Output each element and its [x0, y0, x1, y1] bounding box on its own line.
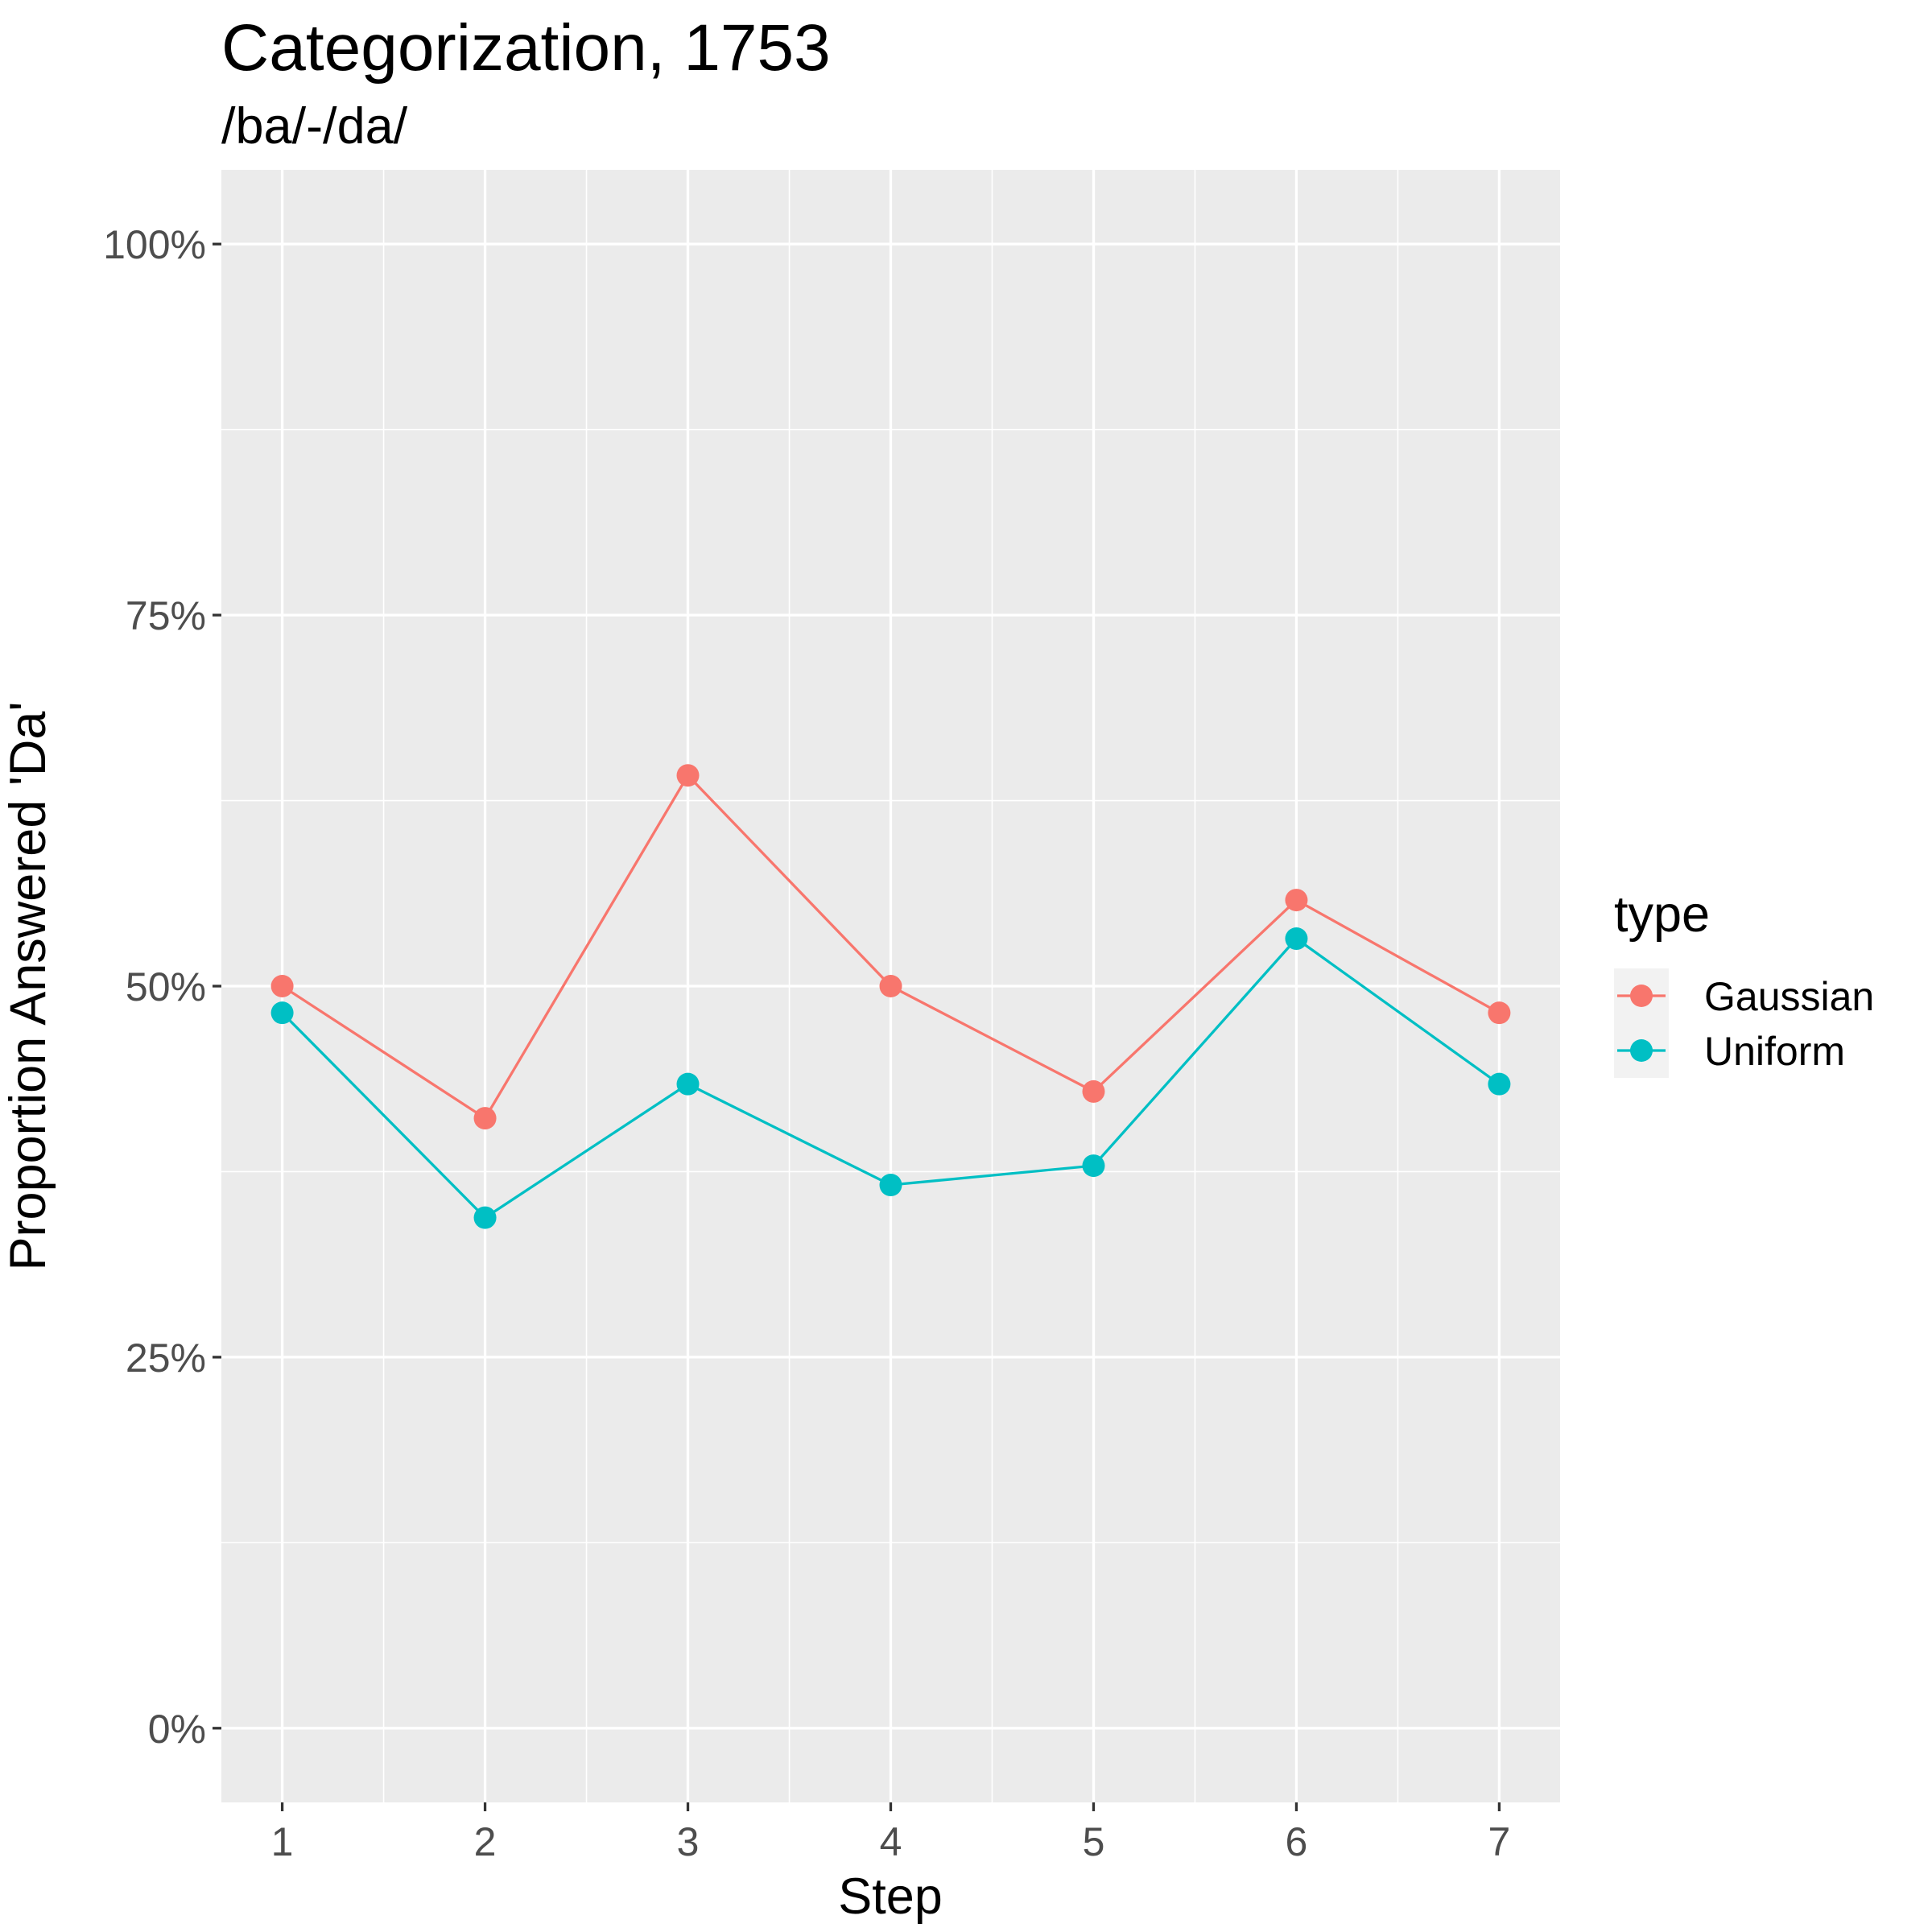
x-tick-label: 6 [1286, 1819, 1308, 1864]
legend-label-uniform: Uniform [1704, 1029, 1845, 1074]
data-point-uniform [676, 1072, 700, 1096]
x-axis-title: Step [838, 1868, 943, 1925]
data-point-uniform [1488, 1072, 1511, 1096]
chart-title: Categorization, 1753 [221, 11, 831, 85]
y-tick-label: 25% [126, 1335, 206, 1381]
y-tick-label: 75% [126, 593, 206, 638]
x-tick-label: 2 [474, 1819, 497, 1864]
y-tick-labels: 0% 25% 50% 75% 100% [103, 222, 206, 1752]
data-point-gaussian [270, 975, 294, 997]
chart-subtitle: /ba/-/da/ [221, 98, 408, 155]
data-point-gaussian [1082, 1080, 1105, 1103]
x-tick-label: 7 [1488, 1819, 1511, 1864]
data-point-uniform [270, 1001, 294, 1025]
data-point-gaussian [1285, 889, 1308, 912]
data-point-gaussian [1488, 1001, 1511, 1025]
data-point-gaussian [473, 1107, 497, 1130]
x-tick-label: 4 [880, 1819, 902, 1864]
legend-point-gaussian [1630, 985, 1653, 1007]
x-tick-labels: 1 2 3 4 5 6 7 [271, 1819, 1511, 1864]
data-point-uniform [879, 1174, 902, 1197]
grid-major [221, 170, 1560, 1802]
x-tick-label: 1 [271, 1819, 294, 1864]
x-tick-label: 5 [1083, 1819, 1105, 1864]
axis-ticks [213, 242, 1501, 1811]
data-point-uniform [1285, 927, 1308, 951]
y-tick-label: 50% [126, 964, 206, 1009]
y-axis-title: Proportion Answered 'Da' [0, 702, 56, 1271]
legend-items: Gaussian Uniform [1614, 968, 1874, 1078]
data-point-gaussian [676, 764, 700, 787]
legend-point-uniform [1630, 1039, 1653, 1062]
x-tick-label: 3 [677, 1819, 700, 1864]
data-point-gaussian [879, 975, 902, 997]
legend-title: type [1614, 886, 1710, 943]
legend-label-gaussian: Gaussian [1704, 974, 1874, 1019]
y-tick-label: 0% [148, 1707, 206, 1752]
data-point-uniform [1082, 1154, 1105, 1178]
legend: type Gaussian Uniform [1614, 886, 1874, 1078]
series-layer [270, 764, 1511, 1229]
y-tick-label: 100% [103, 222, 206, 267]
data-point-uniform [473, 1206, 497, 1229]
